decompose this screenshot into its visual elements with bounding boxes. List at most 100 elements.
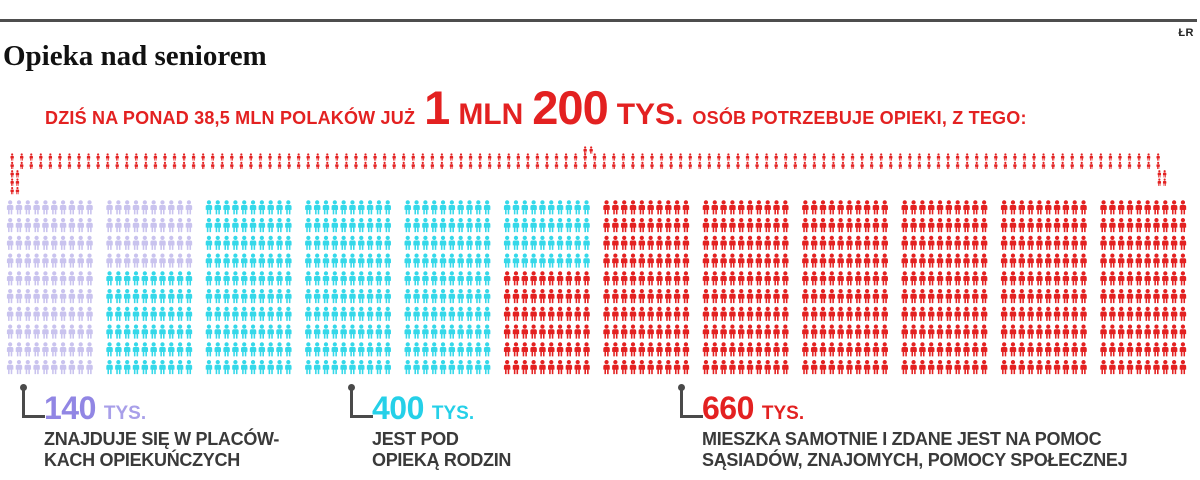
person-icon: [737, 359, 745, 375]
person-icon: [123, 324, 131, 339]
person-icon: [954, 288, 961, 304]
person-icon: [331, 324, 339, 339]
person-icon: [963, 200, 970, 215]
person-icon: [702, 200, 710, 215]
person-icon: [936, 342, 944, 357]
person-icon: [141, 342, 149, 357]
person-icon: [516, 153, 520, 161]
person-icon: [927, 200, 935, 215]
person-icon: [439, 288, 447, 304]
person-icon: [755, 161, 759, 170]
person-icon: [656, 342, 663, 357]
person-icon: [702, 288, 710, 304]
person-icon: [720, 217, 727, 233]
person-icon: [554, 153, 559, 161]
person-icon: [755, 342, 763, 357]
person-icon: [15, 359, 23, 375]
person-icon: [132, 271, 140, 286]
person-icon: [629, 306, 637, 321]
person-icon: [548, 253, 555, 268]
person-icon: [945, 217, 953, 233]
person-icon: [176, 306, 184, 321]
person-icon: [647, 342, 654, 357]
person-icon: [358, 306, 365, 321]
person-icon: [344, 161, 349, 170]
person-icon: [457, 306, 464, 321]
person-icon: [430, 324, 438, 339]
person-icon: [422, 253, 429, 268]
person-icon: [548, 235, 555, 250]
person-icon: [810, 359, 818, 375]
person-icon: [711, 324, 719, 339]
person-icon: [720, 271, 727, 286]
person-icon: [185, 342, 193, 357]
person-icon: [59, 271, 67, 286]
person-icon: [185, 271, 193, 286]
person-icon: [802, 253, 809, 268]
person-icon: [249, 288, 257, 304]
person-icon: [249, 359, 257, 375]
person-icon: [15, 200, 23, 215]
person-icon: [828, 217, 836, 233]
person-icon: [629, 359, 637, 375]
person-icon: [954, 200, 961, 215]
person-icon: [837, 271, 844, 286]
person-icon: [720, 359, 727, 375]
person-icon: [881, 288, 888, 304]
person-icon: [483, 253, 491, 268]
person-icon: [1135, 288, 1143, 304]
person-icon: [539, 217, 546, 233]
person-icon: [729, 200, 736, 215]
person-icon: [358, 288, 365, 304]
person-icon: [919, 342, 926, 357]
person-icon: [366, 217, 374, 233]
segment-value: 400: [372, 390, 424, 426]
person-icon: [430, 253, 438, 268]
person-icon: [746, 288, 754, 304]
person-icon: [466, 217, 473, 233]
person-icon: [344, 153, 349, 161]
person-icon: [115, 306, 122, 321]
person-icon: [422, 306, 429, 321]
person-icon: [980, 271, 988, 286]
person-icon: [1162, 359, 1169, 375]
person-icon: [656, 288, 663, 304]
person-icon: [656, 200, 663, 215]
person-icon: [881, 342, 888, 357]
person-icon: [659, 161, 664, 170]
person-icon: [954, 306, 961, 321]
person-icon: [58, 153, 62, 161]
person-icon: [1000, 324, 1008, 339]
person-icon: [1126, 306, 1134, 321]
person-icon: [872, 200, 880, 215]
person-icon: [1041, 153, 1046, 161]
person-icon: [638, 217, 646, 233]
person-icon: [682, 359, 690, 375]
person-icon: [603, 253, 610, 268]
person-icon: [612, 235, 619, 250]
person-icon: [936, 306, 944, 321]
person-icon: [384, 342, 391, 357]
person-icon: [711, 253, 719, 268]
person-icon: [223, 359, 230, 375]
person-icon: [688, 161, 692, 170]
person-icon: [366, 324, 374, 339]
person-icon: [413, 271, 420, 286]
person-icon: [855, 271, 862, 286]
person-icon: [631, 153, 635, 161]
person-icon: [1170, 324, 1178, 339]
person-icon: [656, 306, 663, 321]
person-icon: [15, 235, 23, 250]
person-icon: [201, 161, 205, 170]
person-icon: [172, 161, 177, 170]
person-icon: [141, 288, 149, 304]
person-icon: [258, 253, 266, 268]
person-icon: [548, 271, 555, 286]
person-icon: [720, 324, 727, 339]
person-icon: [782, 271, 789, 286]
person-icon: [869, 161, 874, 170]
person-icon: [68, 200, 76, 215]
person-icon: [1036, 253, 1043, 268]
person-icon: [1117, 324, 1125, 339]
person-icon: [115, 324, 122, 339]
